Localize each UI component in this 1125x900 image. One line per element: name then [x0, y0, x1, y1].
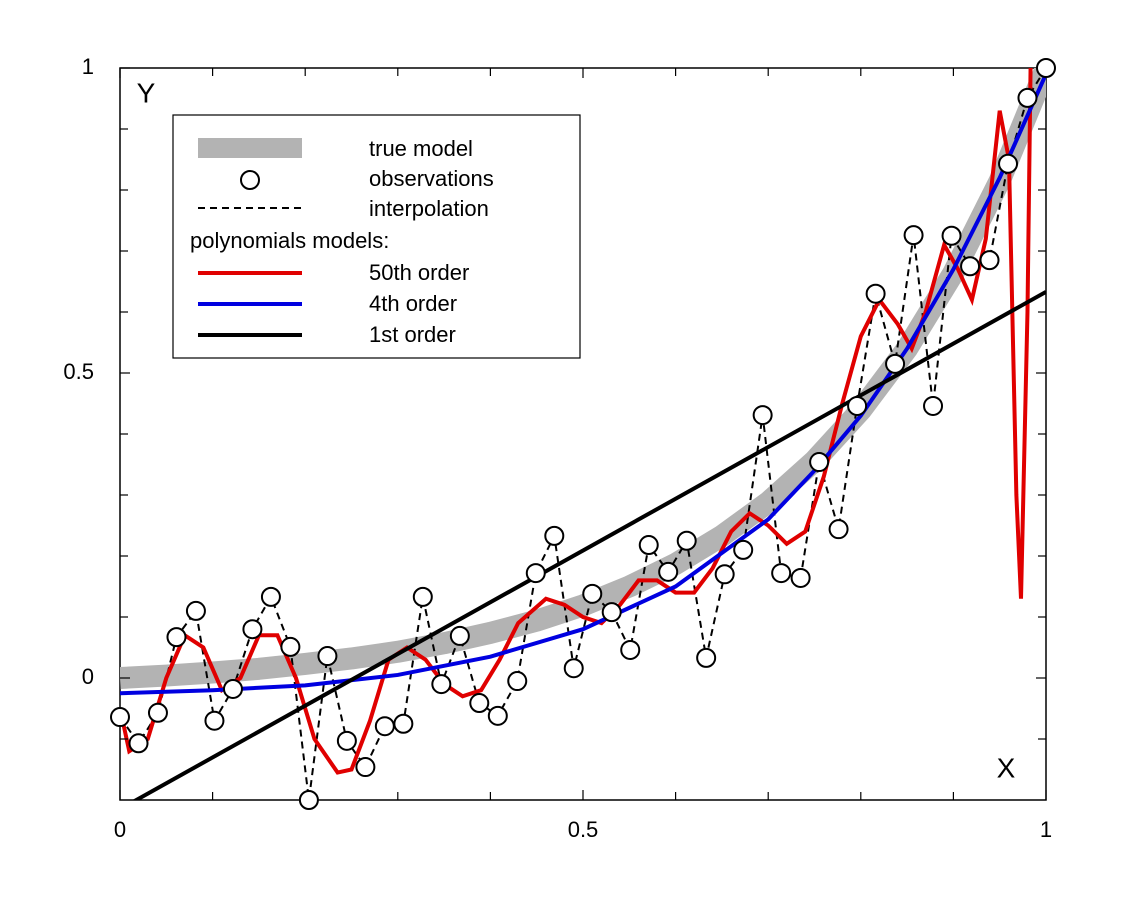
model-line	[132, 290, 1046, 800]
observation-point	[923, 395, 944, 416]
observation-point	[620, 639, 641, 660]
observation-point	[393, 713, 414, 734]
observation-point	[563, 658, 584, 679]
observation-point	[771, 563, 792, 584]
observation-point	[525, 563, 546, 584]
observation-point	[998, 153, 1019, 174]
observation-point	[336, 730, 357, 751]
y-tick-label: 1	[82, 54, 94, 79]
x-tick-label: 0.5	[568, 817, 599, 842]
observation-point	[601, 602, 622, 623]
observation-point	[828, 519, 849, 540]
observation-point	[752, 405, 773, 426]
observation-point	[865, 283, 886, 304]
observation-point	[412, 586, 433, 607]
observation-point	[790, 567, 811, 588]
observation-point	[374, 716, 395, 737]
observation-point	[696, 647, 717, 668]
observation-point	[1017, 87, 1038, 108]
observation-point	[960, 256, 981, 277]
observation-point	[582, 583, 603, 604]
observation-point	[222, 678, 243, 699]
observation-point	[185, 600, 206, 621]
observation-point	[487, 705, 508, 726]
observation-point	[733, 539, 754, 560]
observation-point	[1036, 58, 1056, 78]
legend-label: 1st order	[369, 322, 456, 347]
legend-heading: polynomials models:	[190, 228, 389, 253]
observation-point	[110, 707, 130, 728]
observation-point	[449, 625, 470, 646]
legend-label: observations	[369, 166, 494, 191]
legend: polynomials models: true model observatio…	[172, 114, 581, 359]
y-axis-label: Y	[137, 77, 156, 108]
observation-point	[847, 395, 868, 416]
observation-point	[469, 693, 490, 714]
observation-point	[507, 671, 528, 692]
legend-label: 4th order	[369, 291, 457, 316]
model-line	[120, 68, 1033, 775]
x-tick-label: 1	[1040, 817, 1052, 842]
y-tick-label: 0.5	[63, 359, 94, 384]
observation-point	[298, 790, 319, 810]
observation-point	[658, 561, 679, 582]
observation-point	[809, 452, 830, 473]
observation-point	[544, 525, 565, 546]
observation-point	[128, 733, 149, 754]
observation-point	[147, 702, 168, 723]
x-tick-label: 0	[114, 817, 126, 842]
observation-point	[355, 757, 376, 778]
observation-point	[941, 225, 962, 246]
legend-swatch	[240, 170, 260, 190]
observation-point	[638, 535, 659, 556]
observation-point	[676, 530, 697, 551]
observation-point	[280, 636, 301, 657]
legend-label: 50th order	[369, 260, 469, 285]
observation-point	[979, 250, 1000, 271]
observation-point	[242, 619, 263, 640]
observation-point	[431, 674, 452, 695]
ticks: 0 0.5 1 0 0.5 1	[63, 54, 1052, 842]
observation-point	[166, 627, 187, 648]
legend-label: true model	[369, 136, 473, 161]
observation-point	[317, 646, 338, 667]
observation-point	[885, 353, 906, 374]
observation-point	[204, 710, 225, 731]
y-tick-label: 0	[82, 664, 94, 689]
observation-point	[714, 564, 735, 585]
observation-point	[903, 225, 924, 246]
legend-label: interpolation	[369, 196, 489, 221]
x-axis-label: X	[997, 752, 1016, 783]
model-line	[120, 73, 1046, 696]
observation-point	[260, 586, 281, 607]
